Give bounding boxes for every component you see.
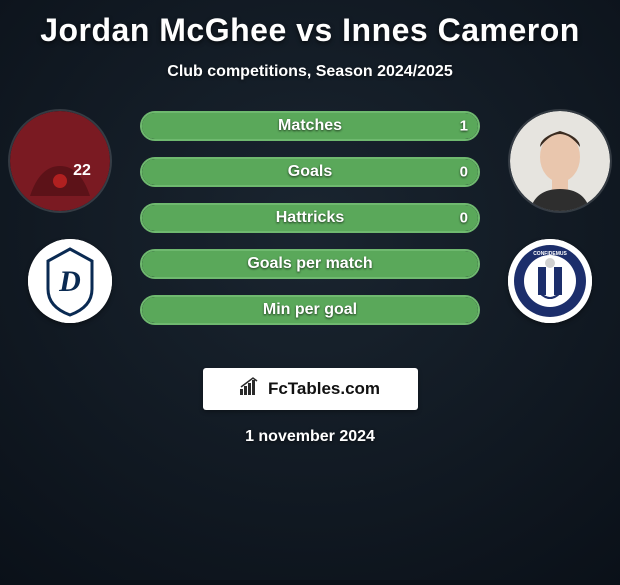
- stat-label: Goals: [288, 163, 332, 181]
- stat-row: Goals per match: [140, 249, 480, 279]
- stat-row: Min per goal: [140, 295, 480, 325]
- player-left-avatar: 22: [10, 111, 110, 211]
- chart-icon: [240, 377, 262, 402]
- stat-label: Matches: [278, 117, 342, 135]
- logo-box: FcTables.com: [203, 368, 418, 410]
- subtitle: Club competitions, Season 2024/2025: [0, 63, 620, 81]
- stat-label: Min per goal: [263, 301, 357, 319]
- svg-text:D: D: [58, 265, 81, 298]
- stats-area: 22 D: [0, 111, 620, 346]
- page-title: Jordan McGhee vs Innes Cameron: [0, 12, 620, 49]
- stat-value-right: 0: [460, 164, 468, 181]
- player-right-club-crest: CONFIDEMUS: [508, 239, 592, 323]
- stat-row: Goals 0: [140, 157, 480, 187]
- date: 1 november 2024: [0, 428, 620, 446]
- stat-fill-right: [310, 159, 478, 185]
- stat-label: Hattricks: [276, 209, 344, 227]
- stat-row: Matches 1: [140, 111, 480, 141]
- player-right-avatar: [510, 111, 610, 211]
- stat-row: Hattricks 0: [140, 203, 480, 233]
- stat-fill-left: [142, 159, 310, 185]
- stat-value-right: 1: [460, 118, 468, 135]
- player-left-club-crest: D: [28, 239, 112, 323]
- svg-text:CONFIDEMUS: CONFIDEMUS: [533, 251, 567, 257]
- stat-value-right: 0: [460, 210, 468, 227]
- stat-label: Goals per match: [247, 255, 372, 273]
- svg-text:22: 22: [73, 162, 91, 179]
- logo-text: FcTables.com: [268, 379, 380, 399]
- stat-bars: Matches 1 Goals 0 Hattricks 0 Goals per match M…: [140, 111, 480, 325]
